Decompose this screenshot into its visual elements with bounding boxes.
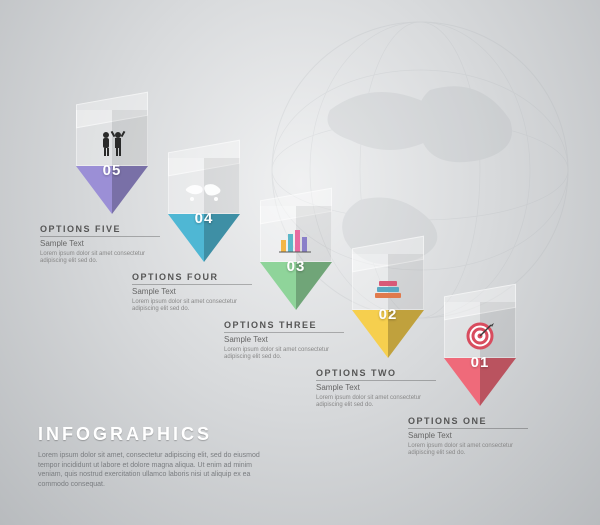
- step-text-05: OPTIONS FIVE Sample Text Lorem ipsum dolor…: [40, 224, 160, 266]
- step-body: Lorem ipsum dolor sit amet consectetur a…: [40, 251, 160, 266]
- step-number: 03: [260, 258, 332, 275]
- step-title: OPTIONS FIVE: [40, 224, 160, 237]
- main-body: Lorem ipsum dolor sit amet, consectetur …: [38, 451, 268, 489]
- step-marker-02: 02: [352, 242, 424, 358]
- step-subtitle: Sample Text: [224, 336, 344, 345]
- glass-cube: [352, 242, 424, 310]
- step-marker-04: 04: [168, 146, 240, 262]
- books-icon: [352, 268, 424, 308]
- step-marker-03: 03: [260, 194, 332, 310]
- step-text-02: OPTIONS TWO Sample Text Lorem ipsum dolor …: [316, 368, 436, 410]
- glass-cube: [444, 290, 516, 358]
- step-title: OPTIONS ONE: [408, 416, 528, 429]
- step-body: Lorem ipsum dolor sit amet consectetur a…: [224, 347, 344, 362]
- glass-cube: [76, 98, 148, 166]
- step-body: Lorem ipsum dolor sit amet consectetur a…: [316, 395, 436, 410]
- glass-cube: [260, 194, 332, 262]
- target-icon: [444, 316, 516, 356]
- main-title: INFOGRAPHICS: [38, 424, 268, 445]
- world-icon: [168, 172, 240, 212]
- glass-cube: [168, 146, 240, 214]
- bars-icon: [260, 220, 332, 260]
- step-title: OPTIONS FOUR: [132, 272, 252, 285]
- step-text-03: OPTIONS THREE Sample Text Lorem ipsum dolo…: [224, 320, 344, 362]
- step-subtitle: Sample Text: [316, 384, 436, 393]
- step-title: OPTIONS THREE: [224, 320, 344, 333]
- step-body: Lorem ipsum dolor sit amet consectetur a…: [132, 299, 252, 314]
- people-icon: [76, 124, 148, 164]
- step-number: 01: [444, 354, 516, 371]
- step-number: 05: [76, 162, 148, 179]
- step-title: OPTIONS TWO: [316, 368, 436, 381]
- footer-block: INFOGRAPHICS Lorem ipsum dolor sit amet,…: [38, 424, 268, 489]
- step-subtitle: Sample Text: [40, 240, 160, 249]
- step-subtitle: Sample Text: [408, 432, 528, 441]
- step-subtitle: Sample Text: [132, 288, 252, 297]
- step-text-04: OPTIONS FOUR Sample Text Lorem ipsum dolor…: [132, 272, 252, 314]
- step-number: 02: [352, 306, 424, 323]
- step-marker-01: 01: [444, 290, 516, 406]
- step-marker-05: 05: [76, 98, 148, 214]
- step-text-01: OPTIONS ONE Sample Text Lorem ipsum dolor …: [408, 416, 528, 458]
- step-body: Lorem ipsum dolor sit amet consectetur a…: [408, 443, 528, 458]
- step-number: 04: [168, 210, 240, 227]
